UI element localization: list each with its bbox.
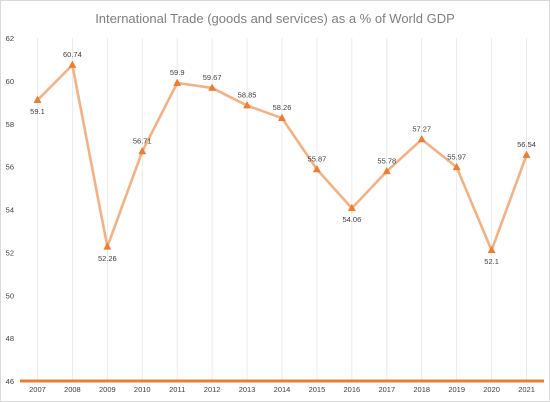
data-label-2013: 58.85 bbox=[238, 91, 257, 100]
y-tick-label: 56 bbox=[6, 163, 14, 172]
x-tick-label-2020: 2020 bbox=[483, 385, 500, 394]
data-label-2018: 57.27 bbox=[412, 124, 431, 133]
y-axis-ticks: 46 48 50 52 54 56 58 60 62 bbox=[6, 34, 14, 386]
x-tick-label-2010: 2010 bbox=[134, 385, 151, 394]
data-label-2019: 55.97 bbox=[447, 152, 466, 161]
x-tick-label-2019: 2019 bbox=[448, 385, 465, 394]
data-point-2014 bbox=[277, 113, 287, 122]
y-tick-label: 60 bbox=[6, 77, 14, 86]
data-label-2021: 56.54 bbox=[517, 140, 536, 149]
data-point-2020 bbox=[487, 245, 496, 254]
data-point-2018 bbox=[417, 134, 426, 143]
data-point-2021 bbox=[522, 150, 531, 158]
x-axis-ticks: 2007 2008 2009 2010 2011 2012 2013 2014 2015 2016… bbox=[29, 385, 535, 394]
y-tick-label: 50 bbox=[6, 291, 14, 300]
x-tick-label-2016: 2016 bbox=[344, 385, 361, 394]
data-labels: 59.1 60.74 52.26 56.71 59.9 59.67 58.85 58.26 55… bbox=[30, 50, 536, 266]
data-label-2020: 52.1 bbox=[484, 257, 499, 266]
data-label-2010: 56.71 bbox=[133, 136, 152, 145]
data-label-2011: 59.9 bbox=[170, 68, 185, 77]
data-point-2010 bbox=[138, 146, 147, 155]
y-tick-label: 62 bbox=[6, 34, 14, 43]
x-tick-label-2017: 2017 bbox=[378, 385, 395, 394]
x-tick-label-2013: 2013 bbox=[239, 385, 256, 394]
x-tick-label-2011: 2011 bbox=[169, 385, 185, 394]
data-point-2017 bbox=[382, 166, 391, 175]
y-tick-label: 54 bbox=[6, 206, 14, 215]
x-tick-label-2021: 2021 bbox=[518, 385, 535, 394]
data-point-2013 bbox=[243, 101, 252, 109]
data-label-2007: 59.1 bbox=[30, 107, 45, 116]
x-tick-label-2015: 2015 bbox=[309, 385, 326, 394]
chart-title: International Trade (goods and services)… bbox=[95, 11, 455, 26]
x-tick-label-2018: 2018 bbox=[413, 385, 430, 394]
data-point-2012 bbox=[208, 83, 217, 91]
data-label-2014: 58.26 bbox=[273, 103, 292, 112]
data-point-2009 bbox=[103, 242, 112, 250]
data-markers bbox=[33, 60, 531, 254]
data-label-2017: 55.78 bbox=[377, 156, 396, 165]
x-tick-label-2009: 2009 bbox=[99, 385, 116, 394]
y-tick-label: 52 bbox=[6, 248, 14, 257]
data-point-2016 bbox=[347, 203, 356, 212]
data-label-2016: 54.06 bbox=[342, 215, 361, 224]
y-tick-label: 46 bbox=[6, 377, 14, 386]
x-tick-label-2014: 2014 bbox=[274, 385, 291, 394]
y-tick-label: 48 bbox=[6, 334, 14, 343]
data-label-2009: 52.26 bbox=[98, 254, 117, 263]
gridlines bbox=[37, 38, 527, 381]
data-point-2019 bbox=[452, 162, 461, 171]
x-tick-label-2007: 2007 bbox=[29, 385, 46, 394]
data-point-2008 bbox=[68, 60, 77, 68]
data-label-2012: 59.67 bbox=[203, 73, 222, 82]
data-point-2007 bbox=[33, 95, 42, 104]
data-point-2015 bbox=[312, 164, 321, 173]
data-point-2011 bbox=[173, 78, 182, 86]
data-label-2008: 60.74 bbox=[63, 50, 82, 59]
data-label-2015: 55.87 bbox=[308, 154, 327, 163]
y-tick-label: 58 bbox=[6, 120, 14, 129]
x-tick-label-2008: 2008 bbox=[64, 385, 81, 394]
x-tick-label-2012: 2012 bbox=[204, 385, 221, 394]
